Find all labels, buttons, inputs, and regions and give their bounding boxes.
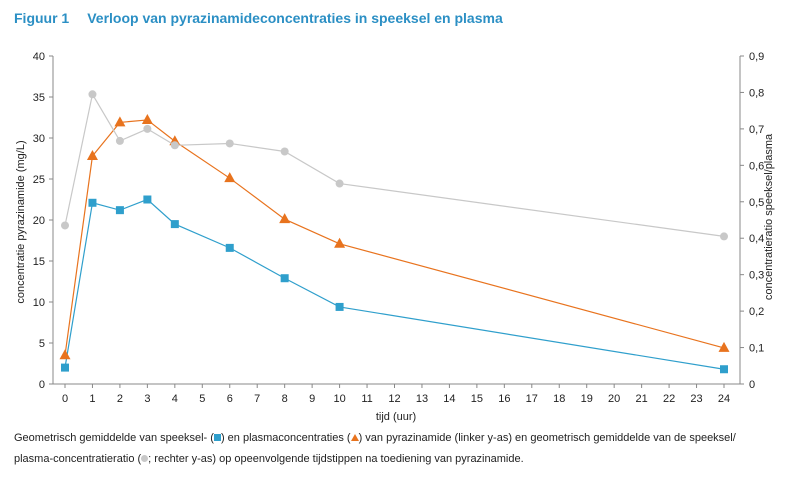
- point-plasma: [718, 341, 730, 352]
- figure-number: Figuur 1: [14, 10, 70, 26]
- chart-axes: 051015202530354000,10,20,30,40,50,60,70,…: [33, 51, 765, 405]
- series-line-ratio: [64, 92, 725, 237]
- chart: 051015202530354000,10,20,30,40,50,60,70,…: [15, 51, 775, 423]
- point-speeksel: [170, 220, 179, 229]
- point-speeksel: [280, 274, 289, 283]
- figure-title-text: Verloop van pyrazinamideconcentraties in…: [87, 10, 503, 26]
- x-tick-label: 2: [117, 393, 123, 405]
- y2-axis-label: concentratieratio speeksel/plasma: [763, 133, 775, 300]
- y2-tick-label: 0,6: [749, 160, 764, 172]
- x-tick-label: 4: [172, 393, 178, 405]
- x-tick-label: 12: [388, 393, 400, 405]
- point-ratio: [225, 139, 234, 148]
- point-ratio: [335, 179, 344, 188]
- x-tick-label: 19: [581, 393, 593, 405]
- x-tick-label: 14: [443, 393, 455, 405]
- x-tick-label: 5: [199, 393, 205, 405]
- x-tick-label: 11: [361, 393, 372, 405]
- series-line-plasma: [64, 119, 725, 356]
- y-tick-label: 20: [33, 215, 45, 227]
- point-plasma: [334, 237, 346, 248]
- y-tick-label: 25: [33, 174, 45, 186]
- x-tick-label: 20: [608, 393, 620, 405]
- y2-tick-label: 0,1: [749, 343, 764, 355]
- y2-tick-label: 0,8: [749, 87, 764, 99]
- x-tick-label: 9: [309, 393, 315, 405]
- x-tick-label: 8: [282, 393, 288, 405]
- x-tick-label: 21: [636, 393, 648, 405]
- x-tick-label: 7: [254, 393, 260, 405]
- x-tick-label: 1: [89, 393, 95, 405]
- figure-title: Figuur 1 Verloop van pyrazinamideconcentr…: [14, 10, 503, 26]
- y-tick-label: 15: [33, 256, 45, 268]
- x-tick-label: 17: [526, 393, 538, 405]
- legend-triangle-marker: [350, 434, 359, 441]
- y-tick-label: 10: [33, 297, 45, 309]
- point-plasma: [59, 349, 71, 360]
- caption-part-1: Geometrisch gemiddelde van speeksel- (: [14, 432, 214, 444]
- x-tick-label: 6: [227, 393, 233, 405]
- y2-tick-label: 0: [749, 379, 755, 391]
- y-axis-label: concentratie pyrazinamide (mg/L): [15, 140, 27, 303]
- x-tick-label: 23: [690, 393, 702, 405]
- caption-part-2: ) en plasmaconcentraties (: [220, 432, 351, 444]
- x-tick-label: 10: [333, 393, 345, 405]
- caption-part-4: plasma-concentratieratio (: [14, 453, 142, 465]
- point-ratio: [280, 147, 289, 156]
- y-tick-label: 5: [39, 338, 45, 350]
- point-speeksel: [88, 198, 97, 207]
- point-plasma: [86, 150, 98, 161]
- y2-tick-label: 0,3: [749, 270, 764, 282]
- x-tick-label: 22: [663, 393, 675, 405]
- point-plasma: [224, 172, 236, 183]
- point-plasma: [141, 113, 153, 124]
- y2-tick-label: 0,5: [749, 197, 764, 209]
- point-speeksel: [335, 302, 344, 311]
- x-tick-label: 13: [416, 393, 428, 405]
- y-tick-label: 30: [33, 133, 45, 145]
- point-ratio: [720, 232, 728, 241]
- legend-circle-marker: [141, 455, 149, 462]
- y-tick-label: 35: [33, 92, 45, 104]
- caption-part-3: ) van pyrazinamide (linker y-as) en geom…: [358, 432, 736, 444]
- point-plasma: [114, 116, 126, 127]
- legend-square-marker: [213, 434, 221, 441]
- point-speeksel: [115, 206, 124, 215]
- point-speeksel: [225, 243, 234, 252]
- series-line-speeksel: [64, 198, 725, 370]
- x-tick-label: 24: [718, 393, 730, 405]
- figure-caption: Geometrisch gemiddelde van speeksel- ( ) …: [14, 428, 794, 470]
- x-tick-label: 3: [144, 393, 150, 405]
- y2-tick-label: 0,2: [749, 306, 764, 318]
- y2-tick-label: 0,9: [749, 51, 764, 63]
- y-tick-label: 0: [39, 379, 45, 391]
- x-tick-label: 18: [553, 393, 565, 405]
- point-ratio: [143, 124, 152, 133]
- point-ratio: [61, 221, 69, 230]
- caption-part-5: ; rechter y-as) op opeenvolgende tijdsti…: [148, 453, 524, 465]
- chart-series: [59, 90, 730, 374]
- point-ratio: [115, 136, 124, 145]
- y2-tick-label: 0,7: [749, 124, 764, 136]
- point-speeksel: [61, 363, 69, 372]
- y-tick-label: 40: [33, 51, 45, 63]
- x-axis-label: tijd (uur): [376, 411, 416, 423]
- x-tick-label: 0: [62, 393, 68, 405]
- y2-tick-label: 0,4: [749, 233, 764, 245]
- point-plasma: [279, 213, 291, 224]
- x-tick-label: 15: [471, 393, 483, 405]
- point-ratio: [170, 141, 179, 150]
- x-tick-label: 16: [498, 393, 510, 405]
- point-speeksel: [143, 195, 152, 204]
- point-ratio: [88, 90, 97, 99]
- point-speeksel: [720, 365, 728, 374]
